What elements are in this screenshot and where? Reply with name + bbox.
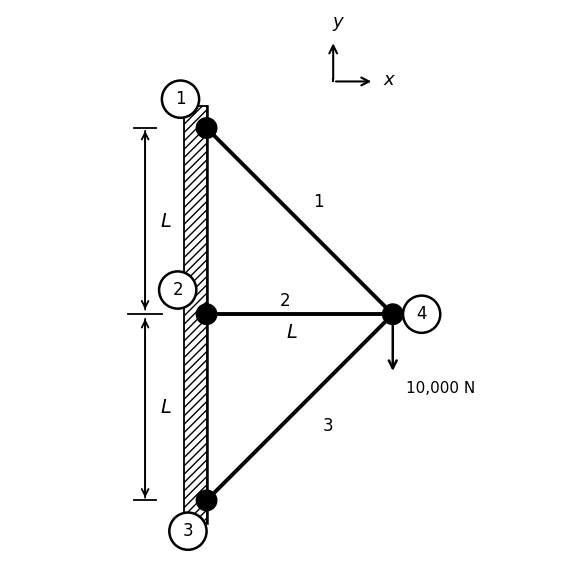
Circle shape <box>196 118 217 138</box>
Text: 4: 4 <box>417 305 427 323</box>
Text: $x$: $x$ <box>384 71 397 88</box>
Text: 1: 1 <box>313 193 324 211</box>
Circle shape <box>196 490 217 511</box>
Circle shape <box>169 513 207 550</box>
Circle shape <box>196 304 217 324</box>
Circle shape <box>162 81 199 118</box>
Text: 2: 2 <box>173 281 183 299</box>
Text: $L$: $L$ <box>286 323 298 342</box>
Circle shape <box>403 295 440 333</box>
Text: $y$: $y$ <box>332 15 346 33</box>
Text: $L$: $L$ <box>160 211 171 231</box>
Text: $L$: $L$ <box>160 398 171 417</box>
Text: 10,000 N: 10,000 N <box>406 381 475 396</box>
Circle shape <box>159 272 196 308</box>
Bar <box>184 105 207 523</box>
Circle shape <box>383 304 403 324</box>
Text: 2: 2 <box>279 292 290 310</box>
Text: 3: 3 <box>323 417 333 435</box>
Text: 3: 3 <box>183 522 193 540</box>
Text: 1: 1 <box>175 90 186 108</box>
